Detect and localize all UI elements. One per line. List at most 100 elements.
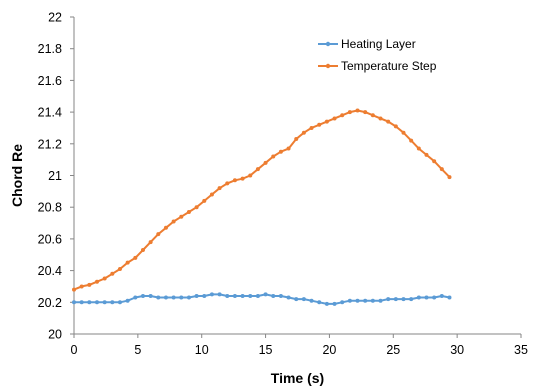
data-point-heating-layer	[271, 293, 276, 298]
data-point-heating-layer	[416, 295, 421, 300]
y-axis-ticks: 20 20.2 20.4 20.6 20.8 21 21.2 21.4 21.6 21.8 22	[38, 11, 74, 342]
data-point-heating-layer	[179, 295, 184, 300]
data-point-temperature-step	[232, 178, 237, 183]
legend-swatch-marker	[325, 41, 331, 47]
y-tick-label: 20.2	[38, 296, 62, 310]
data-point-temperature-step	[317, 122, 322, 127]
data-point-temperature-step	[401, 130, 406, 135]
series-layer	[72, 108, 452, 306]
data-point-temperature-step	[309, 125, 314, 130]
data-point-heating-layer	[432, 295, 437, 300]
data-point-temperature-step	[370, 113, 375, 118]
data-point-heating-layer	[102, 300, 107, 305]
data-point-temperature-step	[255, 167, 260, 172]
data-point-heating-layer	[255, 293, 260, 298]
data-point-temperature-step	[286, 146, 291, 151]
data-point-heating-layer	[117, 300, 122, 305]
data-point-heating-layer	[133, 295, 138, 300]
y-tick-label: 20.6	[38, 232, 62, 246]
data-point-heating-layer	[409, 297, 414, 302]
data-point-temperature-step	[439, 167, 444, 172]
data-point-heating-layer	[163, 295, 168, 300]
data-point-heating-layer	[309, 298, 314, 303]
data-point-heating-layer	[94, 300, 99, 305]
y-axis-title: Chord Re	[9, 144, 25, 207]
data-point-temperature-step	[294, 137, 299, 142]
data-point-heating-layer	[324, 301, 329, 306]
data-point-heating-layer	[317, 300, 322, 305]
x-axis-ticks: 0 5 10 15 20 25 30 35	[71, 334, 528, 357]
data-point-temperature-step	[416, 146, 421, 151]
data-point-temperature-step	[363, 110, 368, 115]
data-point-heating-layer	[393, 297, 398, 302]
data-point-heating-layer	[148, 293, 153, 298]
data-point-temperature-step	[432, 159, 437, 164]
y-tick-label: 21.4	[38, 106, 62, 120]
data-point-temperature-step	[324, 119, 329, 124]
series-line-heating-layer	[74, 293, 450, 305]
data-point-temperature-step	[87, 282, 92, 287]
data-point-heating-layer	[386, 297, 391, 302]
data-point-temperature-step	[72, 287, 76, 292]
y-tick-label: 20	[48, 328, 62, 342]
data-point-temperature-step	[217, 186, 222, 191]
data-point-heating-layer	[263, 292, 268, 297]
legend-item-temperature-step: Temperature Step	[318, 59, 437, 73]
series-line-temperature-step	[73, 109, 451, 291]
data-point-heating-layer	[286, 295, 291, 300]
data-point-temperature-step	[248, 173, 253, 178]
data-point-heating-layer	[79, 300, 84, 305]
data-point-temperature-step	[79, 284, 84, 289]
data-point-heating-layer	[370, 298, 375, 303]
y-tick-label: 20.4	[38, 264, 62, 278]
data-point-heating-layer	[401, 297, 406, 302]
data-point-temperature-step	[94, 279, 99, 284]
data-point-heating-layer	[240, 293, 245, 298]
data-point-heating-layer	[194, 293, 199, 298]
y-tick-label: 21.6	[38, 74, 62, 88]
data-point-temperature-step	[209, 192, 214, 197]
data-point-temperature-step	[148, 240, 153, 245]
x-tick-label: 15	[259, 343, 273, 357]
data-point-temperature-step	[424, 152, 429, 157]
x-tick-label: 20	[322, 343, 336, 357]
data-point-temperature-step	[133, 255, 138, 260]
data-point-temperature-step	[355, 108, 360, 113]
data-point-heating-layer	[278, 293, 283, 298]
data-point-heating-layer	[156, 295, 161, 300]
data-point-heating-layer	[424, 295, 429, 300]
data-point-temperature-step	[409, 138, 414, 143]
data-point-heating-layer	[209, 292, 214, 297]
data-point-heating-layer	[439, 293, 444, 298]
y-tick-label: 20.8	[38, 201, 62, 215]
data-point-heating-layer	[110, 300, 115, 305]
data-point-temperature-step	[301, 130, 306, 135]
data-point-heating-layer	[378, 298, 383, 303]
data-point-temperature-step	[117, 267, 122, 272]
data-point-temperature-step	[194, 205, 199, 210]
y-tick-label: 22	[48, 11, 62, 25]
data-point-temperature-step	[186, 209, 191, 214]
x-tick-label: 10	[195, 343, 209, 357]
data-point-temperature-step	[156, 232, 161, 237]
data-point-heating-layer	[355, 298, 360, 303]
data-point-heating-layer	[332, 301, 337, 306]
data-point-temperature-step	[340, 113, 345, 118]
x-axis-title: Time (s)	[271, 370, 324, 386]
legend-label: Temperature Step	[341, 59, 437, 73]
data-point-temperature-step	[140, 247, 145, 252]
data-point-temperature-step	[347, 110, 352, 115]
data-point-heating-layer	[248, 293, 253, 298]
data-point-temperature-step	[278, 149, 283, 154]
data-point-temperature-step	[225, 181, 230, 186]
data-point-temperature-step	[447, 175, 452, 180]
data-point-temperature-step	[102, 276, 107, 281]
data-point-heating-layer	[87, 300, 92, 305]
data-point-heating-layer	[202, 293, 207, 298]
data-point-temperature-step	[163, 225, 168, 230]
data-point-heating-layer	[294, 297, 299, 302]
legend-label: Heating Layer	[341, 37, 416, 51]
data-point-heating-layer	[232, 293, 237, 298]
data-point-temperature-step	[393, 124, 398, 129]
data-point-temperature-step	[171, 219, 176, 224]
